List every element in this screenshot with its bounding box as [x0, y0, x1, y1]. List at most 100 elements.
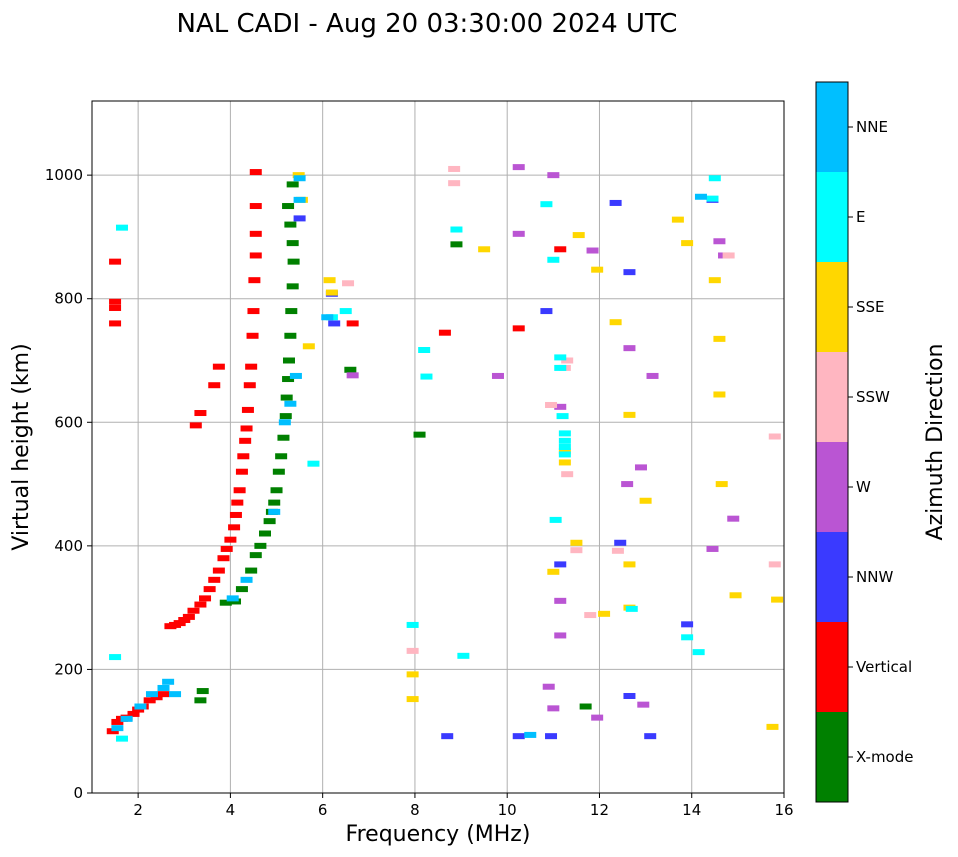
- data-point: [217, 555, 230, 562]
- data-point: [182, 613, 195, 620]
- data-point: [558, 448, 571, 455]
- data-point: [706, 195, 719, 202]
- series-nnw: [293, 196, 719, 740]
- data-point: [558, 451, 571, 458]
- data-point: [406, 647, 419, 654]
- colorbar-label: NNW: [856, 568, 893, 586]
- data-point: [259, 530, 271, 537]
- data-point: [681, 621, 694, 628]
- data-point: [247, 308, 260, 315]
- data-point: [692, 649, 705, 656]
- data-point: [178, 617, 191, 623]
- data-point: [586, 247, 599, 254]
- data-point: [235, 468, 248, 475]
- data-point: [328, 320, 341, 327]
- y-tick-label: 600: [54, 413, 83, 431]
- data-point: [768, 561, 781, 568]
- data-point: [614, 539, 627, 546]
- data-point: [406, 696, 419, 703]
- data-point: [554, 364, 567, 371]
- data-point: [272, 468, 285, 475]
- data-point: [245, 363, 258, 370]
- data-point: [162, 678, 175, 685]
- data-point: [219, 599, 232, 606]
- data-point: [199, 595, 212, 602]
- data-point: [293, 215, 306, 222]
- data-point: [713, 335, 726, 342]
- data-point: [457, 652, 470, 659]
- data-point: [441, 733, 454, 740]
- data-point: [249, 203, 262, 210]
- data-point: [278, 419, 291, 426]
- data-point: [547, 256, 560, 263]
- data-point: [109, 304, 122, 311]
- data-point: [279, 413, 292, 420]
- data-point: [127, 710, 140, 717]
- series-nne: [111, 175, 707, 738]
- series-sse: [292, 172, 784, 730]
- data-point: [450, 241, 463, 248]
- data-point: [420, 373, 433, 380]
- data-point: [554, 246, 567, 253]
- data-point: [132, 706, 145, 713]
- data-point: [275, 453, 288, 460]
- data-point: [115, 735, 128, 742]
- data-point: [579, 703, 592, 710]
- data-point: [554, 403, 567, 410]
- x-axis-ticks: 2 4 6 8 10 12 14 16: [133, 793, 794, 819]
- data-point: [540, 201, 553, 208]
- data-point: [220, 545, 233, 552]
- data-point: [621, 481, 634, 488]
- x-tick-label: 10: [498, 801, 517, 819]
- data-point: [512, 733, 525, 740]
- data-point: [302, 343, 315, 350]
- series-e: [109, 175, 721, 742]
- data-point: [268, 499, 281, 506]
- colorbar-label: Vertical: [856, 658, 912, 676]
- data-point: [109, 654, 122, 661]
- data-point: [715, 481, 728, 488]
- data-point: [634, 464, 647, 471]
- data-point: [413, 431, 426, 438]
- data-point: [547, 172, 560, 179]
- data-point: [169, 691, 182, 698]
- data-point: [708, 277, 721, 284]
- data-point: [545, 401, 558, 408]
- x-tick-label: 16: [774, 801, 793, 819]
- data-point: [545, 733, 558, 740]
- data-point: [187, 607, 200, 614]
- colorbar-label: NNE: [856, 118, 888, 136]
- data-point: [307, 460, 320, 467]
- data-point: [173, 620, 186, 627]
- y-tick-label: 400: [54, 537, 83, 555]
- data-point: [243, 382, 256, 389]
- data-point: [239, 437, 252, 444]
- colorbar-segment: [816, 712, 848, 802]
- data-point: [293, 175, 306, 182]
- data-point: [323, 277, 336, 284]
- data-point: [285, 308, 298, 315]
- data-point: [344, 366, 357, 373]
- y-axis-title: Virtual height (km): [9, 343, 34, 550]
- data-point: [321, 314, 334, 321]
- data-point: [249, 252, 262, 259]
- data-point: [109, 298, 122, 305]
- data-point: [591, 266, 604, 273]
- data-point: [240, 576, 253, 583]
- data-point: [237, 453, 250, 460]
- data-point: [591, 714, 604, 721]
- data-point: [194, 697, 207, 704]
- y-tick-label: 1000: [45, 166, 83, 184]
- colorbar-segment: [816, 442, 848, 532]
- colorbar-label: W: [856, 478, 871, 496]
- data-point: [558, 444, 571, 450]
- colorbar: NNE E SSE SSW W NNW Vertical X-mode: [815, 81, 913, 803]
- data-point: [766, 723, 779, 730]
- data-point: [554, 632, 567, 639]
- data-point: [561, 471, 574, 478]
- data-point: [282, 357, 295, 364]
- data-point: [208, 576, 221, 583]
- data-point: [292, 172, 305, 179]
- data-point: [293, 196, 306, 203]
- data-point: [157, 691, 170, 698]
